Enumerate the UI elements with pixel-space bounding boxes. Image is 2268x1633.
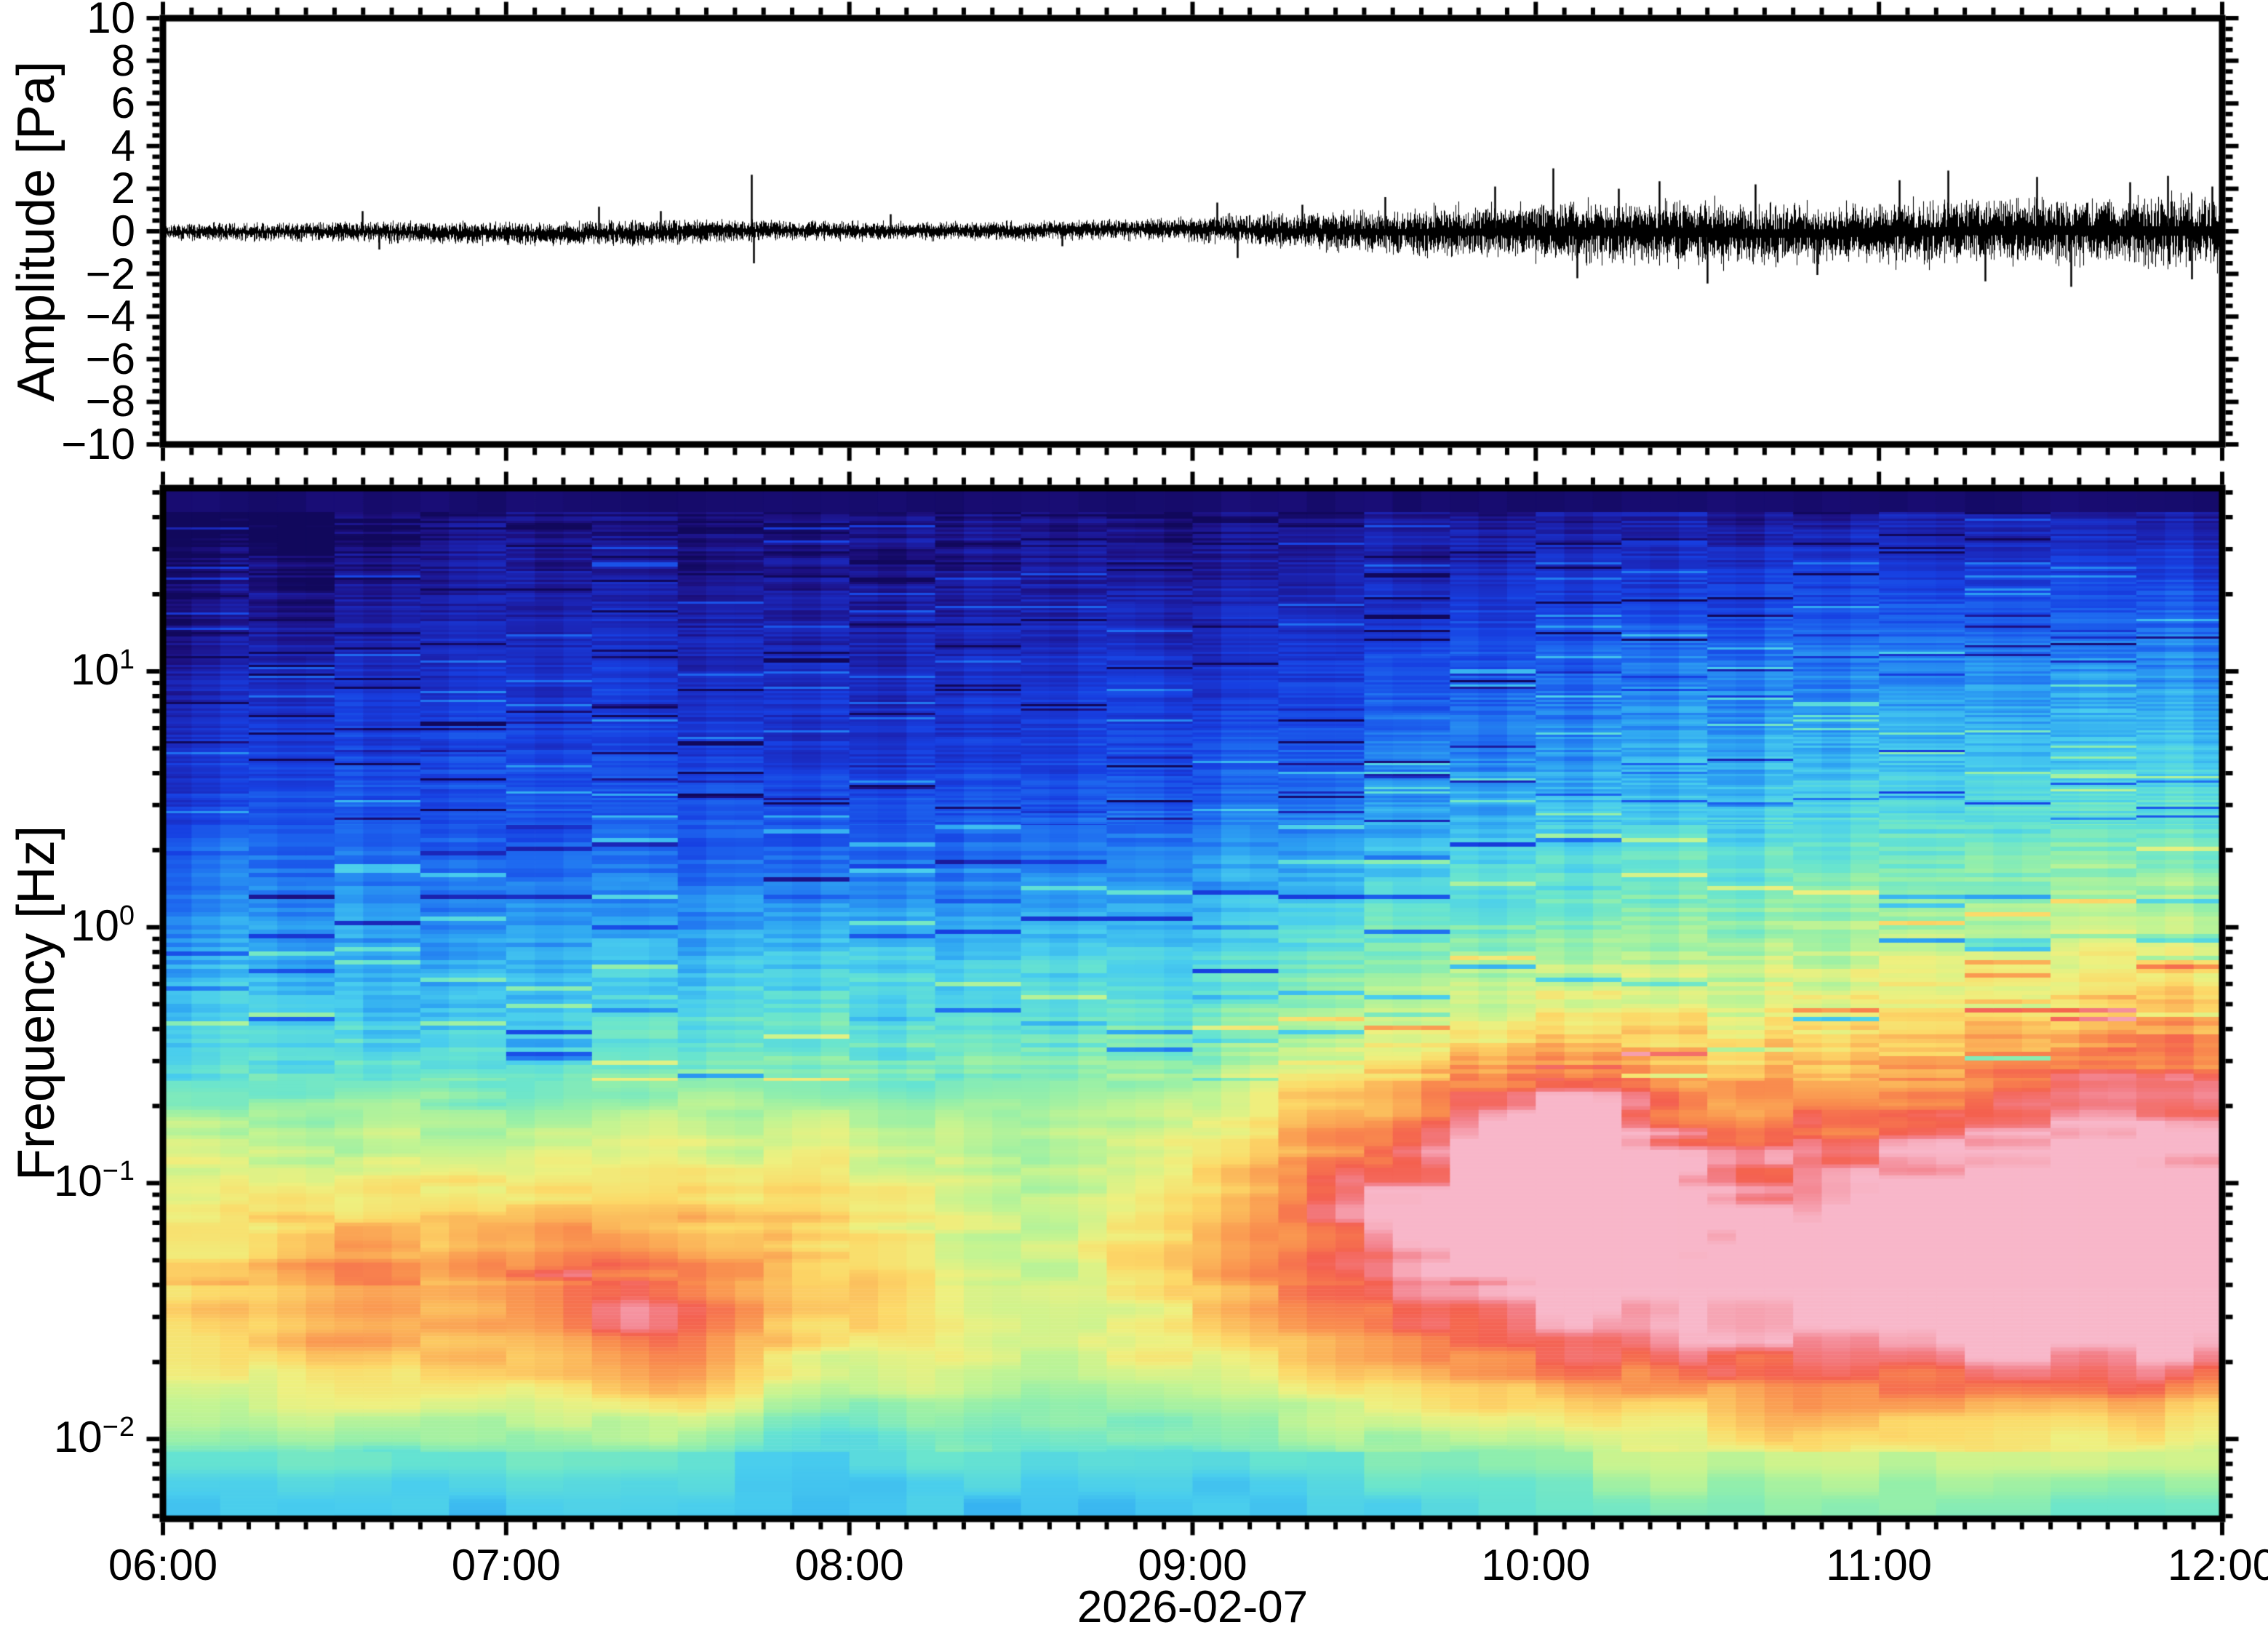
freq-tick-label: 100: [71, 900, 135, 950]
amp-tick-label: −4: [85, 292, 135, 341]
amp-tick-label: 4: [111, 121, 135, 170]
freq-tick-label: 10−1: [53, 1156, 135, 1206]
amp-tick-label: 0: [111, 207, 135, 255]
time-tick-label: 11:00: [1826, 1541, 1932, 1589]
time-tick-label: 12:00: [2167, 1541, 2268, 1589]
amp-tick-label: 10: [87, 0, 135, 42]
amp-tick-label: −8: [85, 377, 135, 426]
time-tick-label: 07:00: [451, 1541, 561, 1589]
time-tick-label: 10:00: [1481, 1541, 1591, 1589]
time-tick-label: 09:00: [1138, 1541, 1247, 1589]
freq-tick-exponent: −1: [102, 1156, 135, 1187]
amp-tick-label: 6: [111, 79, 135, 128]
freq-tick-exponent: −2: [102, 1412, 135, 1443]
amp-tick-label: −2: [85, 249, 135, 298]
freq-tick-exponent: 0: [119, 900, 135, 931]
time-tick-label: 08:00: [794, 1541, 904, 1589]
freq-tick-label: 10−2: [53, 1412, 135, 1462]
amp-tick-label: 8: [111, 36, 135, 85]
frequency-axis-label: Frequency [Hz]: [7, 825, 65, 1181]
amp-tick-label: −10: [61, 420, 135, 468]
amp-tick-label: −6: [85, 334, 135, 383]
freq-tick-label: 101: [71, 644, 135, 694]
freq-tick-exponent: 1: [119, 644, 135, 675]
amp-tick-label: 2: [111, 164, 135, 213]
time-tick-label: 06:00: [108, 1541, 218, 1589]
